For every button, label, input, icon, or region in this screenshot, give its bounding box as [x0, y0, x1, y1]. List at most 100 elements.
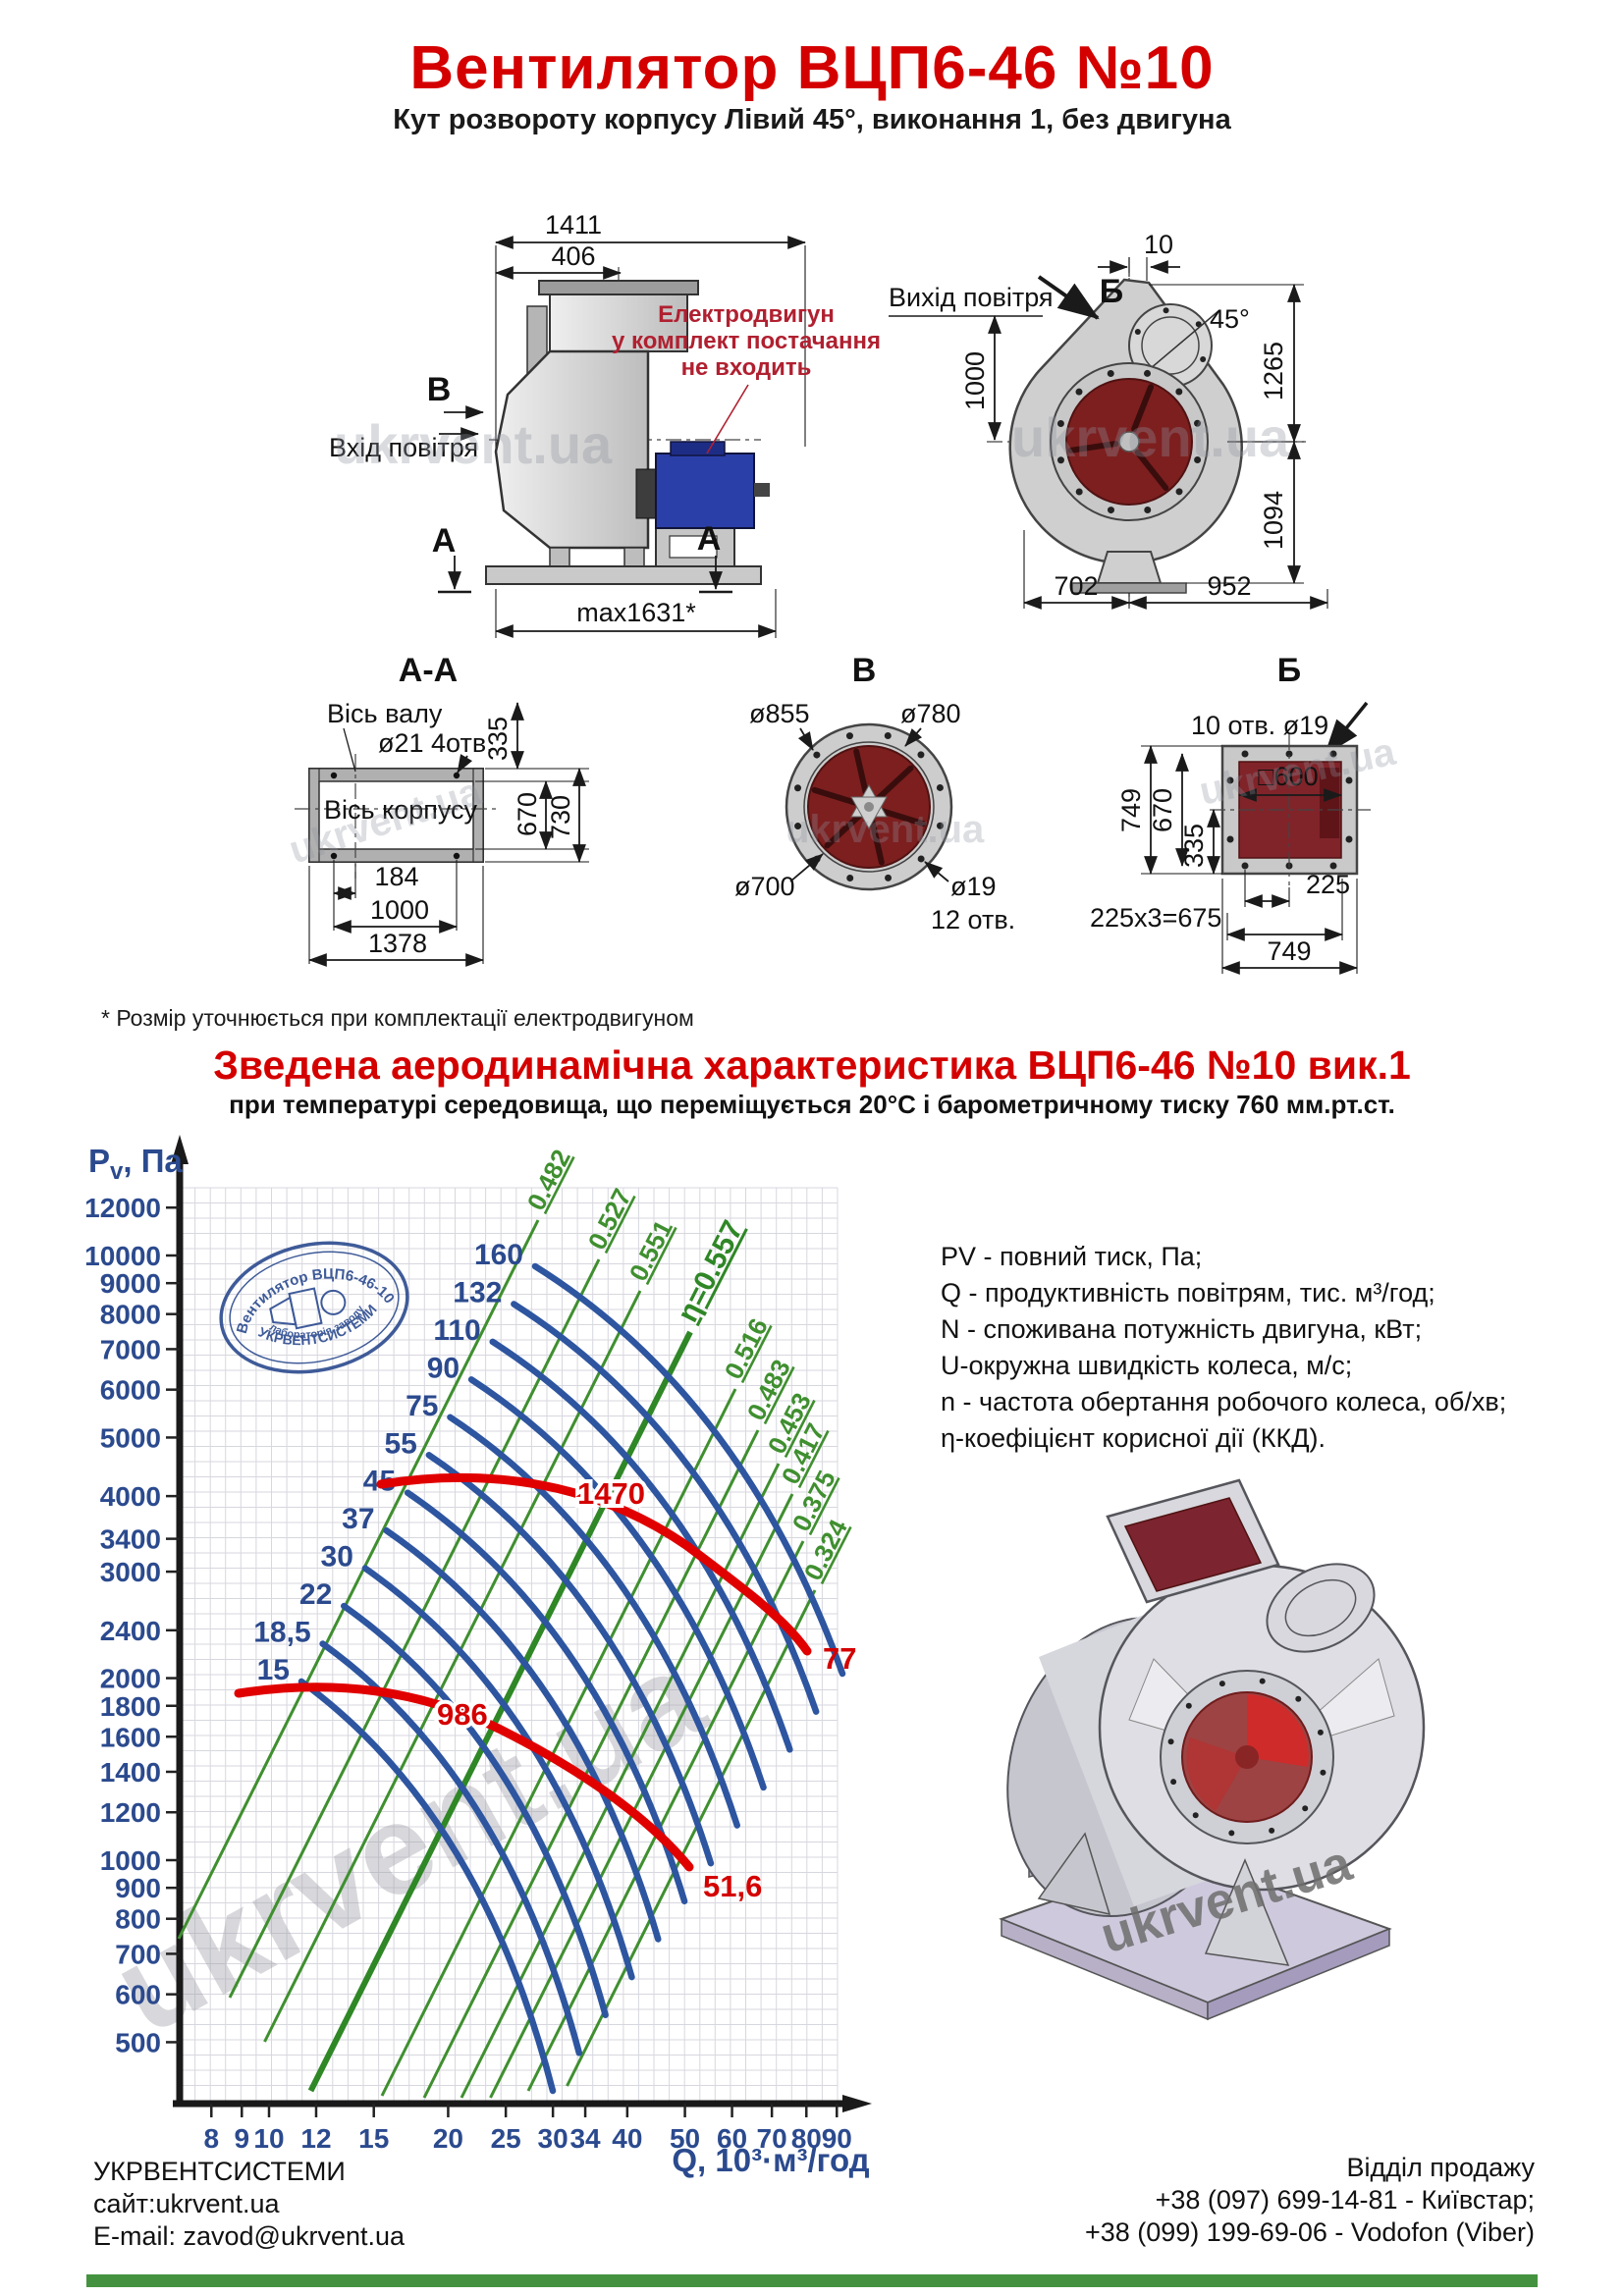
efficiency-line [526, 1540, 805, 2092]
bolt-hole [1163, 307, 1169, 314]
company-name: УКРВЕНТСИСТЕМИ [93, 2157, 346, 2186]
y-tick-label: 1400 [100, 1757, 161, 1788]
dim-d700: ø700 [734, 872, 795, 901]
section-aa-title: А-А [399, 652, 458, 689]
impeller-blade [824, 813, 862, 849]
power-curve [447, 1414, 740, 1829]
power-curve-label: 30 [321, 1541, 353, 1574]
bolt-hole [1056, 419, 1064, 427]
bolt-hole [1285, 750, 1293, 758]
power-curve-label: 15 [257, 1654, 290, 1686]
bolt-hole [1302, 1805, 1309, 1812]
bolt-hole [1194, 419, 1202, 427]
legend-line-u: U-окружна швидкість колеса, м/с; [941, 1351, 1353, 1380]
bolt-hole [1194, 456, 1202, 464]
y-tick-label: 8000 [100, 1300, 161, 1330]
efficiency-line [380, 1388, 737, 2097]
y-tick-label: 2000 [100, 1664, 161, 1694]
chart-title: Зведена аеродинамічна характеристика ВЦП… [213, 1042, 1411, 1088]
bolt-hole [1241, 750, 1249, 758]
power-curve-label: 110 [433, 1314, 480, 1347]
efficiency-line [566, 1589, 817, 2087]
sales-phone-kyivstar[interactable]: +38 (097) 699-14-81 - Київстар; [1155, 2185, 1535, 2215]
motor-note-1: Електродвигун [658, 301, 835, 328]
company-email[interactable]: E-mail: zavod@ukrvent.ua [93, 2221, 406, 2251]
x-tick-label: 15 [358, 2123, 389, 2154]
dim-d19: ø19 [950, 872, 997, 901]
body-axis-label: Вісь корпусу [324, 795, 478, 825]
x-tick-label: 20 [433, 2123, 463, 2154]
x-tick-label: 60 [717, 2123, 747, 2154]
b-dim-335: 335 [1179, 824, 1209, 868]
power-curve-label: 22 [299, 1578, 332, 1611]
bolt-hole [1317, 1729, 1324, 1735]
power-curve [361, 1565, 635, 1981]
page-title: Вентилятор ВЦП6-46 №10 [409, 34, 1215, 102]
bolt-hole [1107, 507, 1114, 514]
power-curve [489, 1338, 793, 1753]
view-v-title: В [852, 652, 877, 689]
y-tick-label: 800 [115, 1904, 161, 1935]
bolt-hole [884, 732, 892, 740]
chart-subtitle: при температурі середовища, що переміщує… [229, 1090, 1395, 1119]
dim-10: 10 [1144, 230, 1173, 259]
y-tick-label: 1200 [100, 1797, 161, 1828]
x-tick-label: 90 [822, 2123, 852, 2154]
bolt-hole [1320, 1769, 1326, 1776]
shaft-axis-label: Вісь валу [327, 699, 443, 728]
power-curve [341, 1602, 609, 2018]
dim-952: 952 [1207, 571, 1251, 601]
x-tick-label: 40 [612, 2123, 642, 2154]
impeller-blade [879, 808, 927, 828]
aa-dim-335: 335 [483, 717, 513, 761]
dim-d855: ø855 [749, 699, 810, 728]
bolt-hole [936, 783, 944, 791]
section-mark-a-left: А [432, 522, 457, 560]
impeller-blade [811, 786, 859, 806]
company-site[interactable]: сайт:ukrvent.ua [93, 2189, 280, 2218]
power-curve [531, 1262, 846, 1678]
power-curve [298, 1678, 557, 2095]
y-tick-label: 9000 [100, 1268, 161, 1299]
efficiency-label: 0.482 [521, 1145, 576, 1215]
section-aa-drawing: А-А Вісь валу ø21 4отв. 335 670 [284, 652, 589, 967]
power-curve-label: 160 [474, 1239, 523, 1271]
bolt-hole [1329, 862, 1337, 870]
bolt-hole [1185, 1702, 1192, 1709]
b-dim-225: 225 [1306, 870, 1350, 899]
view-v-drawing: В ø855 ø780 ø700 ø19 12 отв. ukrvent.ua [734, 652, 1015, 934]
legend-line-pv: PV - повний тиск, Па; [941, 1242, 1203, 1271]
bolt-hole [1226, 835, 1234, 843]
y-tick-label: 4000 [100, 1481, 161, 1512]
bolt-hole [794, 784, 802, 792]
efficiency-line [489, 1493, 794, 2099]
legend-line-q: Q - продуктивність повітрям, тис. м³/год… [941, 1278, 1435, 1308]
power-curve [467, 1376, 767, 1791]
y-tick-label: 5000 [100, 1422, 161, 1453]
sales-phone-vodofon[interactable]: +38 (099) 199-69-06 - Vodofon (Viber) [1084, 2217, 1535, 2247]
y-tick-label: 7000 [100, 1334, 161, 1364]
bolt-hole [1329, 750, 1337, 758]
bolt-hole [1200, 356, 1207, 363]
motor-note-3: не входить [681, 354, 812, 381]
bolt-hole [1175, 488, 1183, 496]
bolt-hole [1167, 1738, 1174, 1745]
holes-12-label: 12 отв. [931, 905, 1015, 934]
power-curve-label: 90 [427, 1352, 460, 1384]
footer-company: УКРВЕНТСИСТЕМИ сайт:ukrvent.ua E-mail: z… [93, 2156, 405, 2253]
y-tick-label: 1600 [100, 1722, 161, 1752]
inlet-air-label: Вхід повітря [329, 433, 478, 462]
power-curve [404, 1489, 688, 1905]
y-tick-label: 1800 [100, 1691, 161, 1722]
y-tick-label: 10000 [84, 1241, 161, 1271]
bolt-hole [936, 822, 944, 829]
x-tick-label: 80 [791, 2123, 822, 2154]
x-tick-label: 50 [670, 2123, 700, 2154]
section-mark-a-right: А [697, 520, 722, 558]
legend-line-eta: η-коефіцієнт корисної дії (ККД). [941, 1423, 1326, 1453]
side-view-drawing: 1411 406 В Вхід повітря [329, 210, 881, 638]
impeller-blade [853, 748, 869, 797]
stamp-fan-icon [269, 1287, 347, 1330]
bolt-hole [1134, 328, 1141, 335]
